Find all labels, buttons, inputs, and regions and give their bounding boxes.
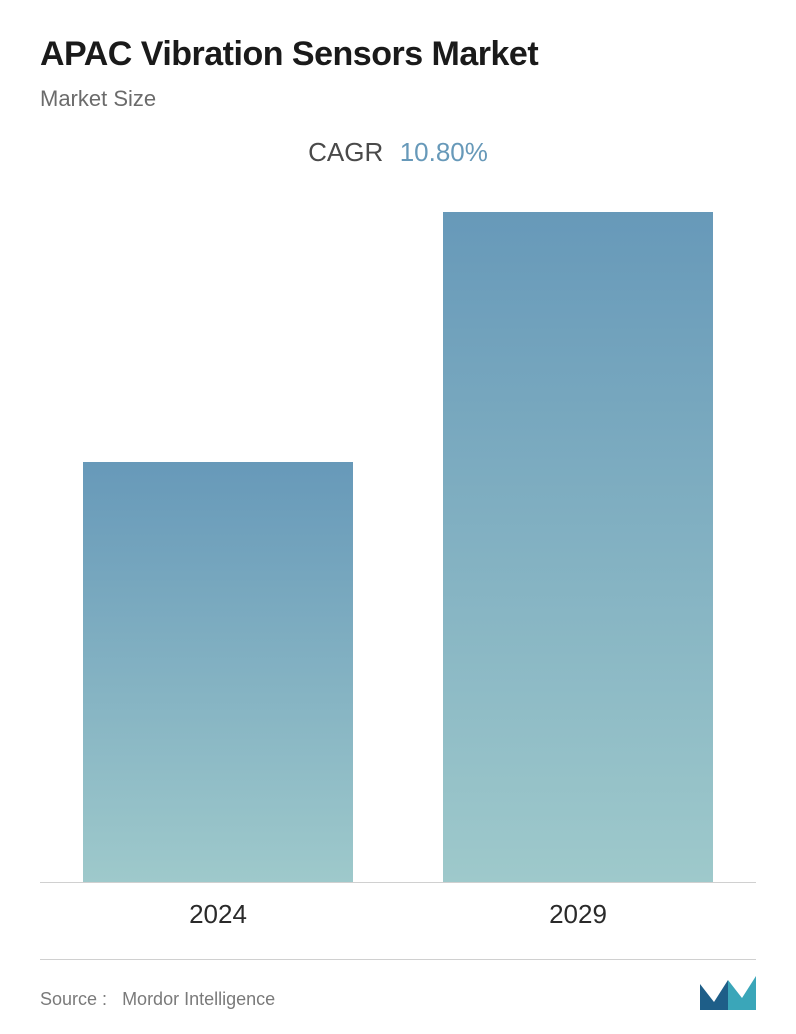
logo-right-shape [728,976,756,1010]
bar-chart [40,203,756,883]
bar-label-1: 2029 [443,899,713,930]
mordor-logo-icon [700,972,756,1010]
bar-2029 [443,212,713,882]
cagr-value: 10.80% [400,137,488,167]
bar-2024 [83,462,353,882]
cagr-row: CAGR 10.80% [40,137,756,168]
bar-wrap-1 [443,203,713,882]
source-label: Source : [40,989,107,1009]
cagr-label: CAGR [308,137,383,167]
source-text: Source : Mordor Intelligence [40,989,275,1010]
bar-label-0: 2024 [83,899,353,930]
chart-footer: Source : Mordor Intelligence [40,959,756,1010]
bar-wrap-0 [83,203,353,882]
source-name: Mordor Intelligence [122,989,275,1009]
chart-subtitle: Market Size [40,86,756,112]
x-axis-labels: 2024 2029 [40,899,756,930]
chart-title: APAC Vibration Sensors Market [40,35,756,74]
logo-left-shape [700,980,728,1010]
